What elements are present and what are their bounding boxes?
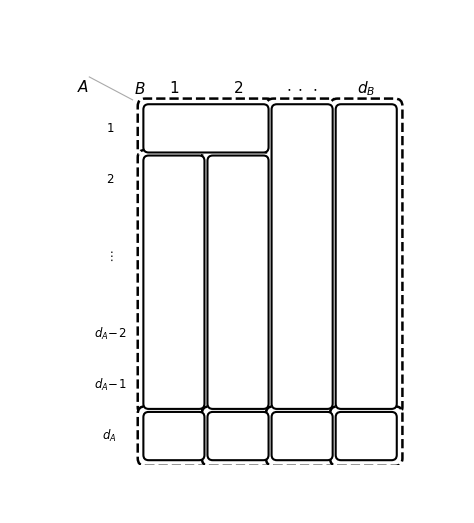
FancyBboxPatch shape (272, 412, 333, 460)
FancyBboxPatch shape (138, 406, 210, 466)
FancyBboxPatch shape (202, 406, 274, 466)
FancyBboxPatch shape (336, 104, 397, 409)
Text: $d_A\!-\!2$: $d_A\!-\!2$ (93, 325, 126, 342)
Text: $2$: $2$ (106, 173, 114, 186)
Text: B: B (134, 82, 145, 97)
Text: $1$: $1$ (169, 81, 179, 96)
FancyBboxPatch shape (336, 412, 397, 460)
Text: $2$: $2$ (233, 81, 243, 96)
Text: $d_B$: $d_B$ (357, 79, 375, 98)
Text: $\vdots$: $\vdots$ (106, 250, 114, 263)
Text: $1$: $1$ (106, 122, 114, 135)
FancyBboxPatch shape (138, 98, 274, 158)
FancyBboxPatch shape (143, 412, 204, 460)
FancyBboxPatch shape (330, 98, 402, 415)
FancyBboxPatch shape (208, 155, 269, 409)
Text: A: A (77, 80, 88, 95)
FancyBboxPatch shape (266, 406, 338, 466)
FancyBboxPatch shape (266, 98, 338, 415)
Text: $d_A$: $d_A$ (102, 428, 117, 444)
FancyBboxPatch shape (138, 150, 210, 415)
FancyBboxPatch shape (143, 104, 269, 153)
FancyBboxPatch shape (208, 412, 269, 460)
FancyBboxPatch shape (272, 104, 333, 409)
FancyBboxPatch shape (330, 406, 402, 466)
FancyBboxPatch shape (143, 155, 204, 409)
FancyBboxPatch shape (202, 150, 274, 415)
Text: $\cdot\;\cdot\;\cdot$: $\cdot\;\cdot\;\cdot$ (286, 81, 318, 96)
Text: $d_A\!-\!1$: $d_A\!-\!1$ (93, 377, 126, 393)
